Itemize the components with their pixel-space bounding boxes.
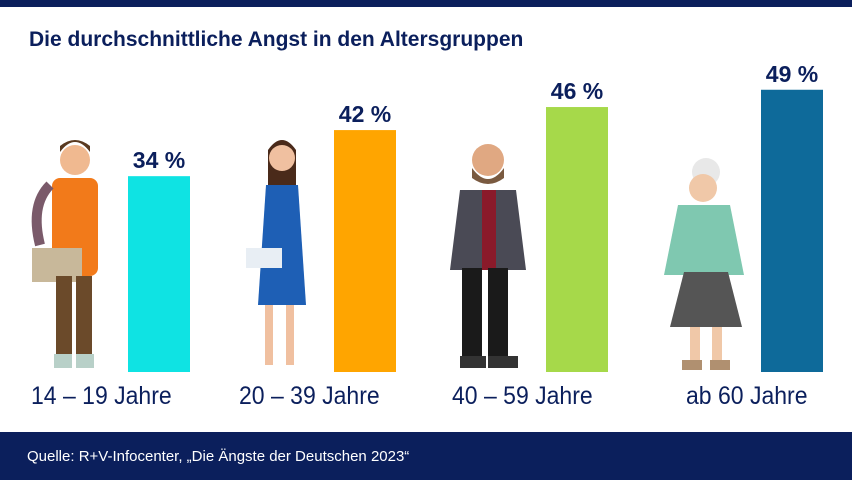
data-label: 42 % — [339, 101, 391, 127]
chart-title: Die durchschnittliche Angst in den Alter… — [29, 28, 524, 51]
senior-woman-figure-illustration — [664, 158, 744, 370]
category-label: 40 – 59 Jahre — [452, 382, 593, 410]
footer: Quelle: R+V-Infocenter, „Die Ängste der … — [0, 432, 852, 480]
category-label: 20 – 39 Jahre — [239, 382, 380, 410]
data-label: 49 % — [766, 61, 818, 87]
bar — [761, 89, 823, 372]
data-label: 46 % — [551, 78, 603, 104]
category-label: 14 – 19 Jahre — [31, 382, 172, 410]
top-bar — [0, 0, 852, 7]
bar — [334, 130, 396, 372]
bar-chart: 34 % 42 % 46 % 49 % — [31, 61, 823, 372]
woman-figure-illustration — [246, 140, 306, 365]
bar — [546, 107, 608, 372]
source-note: Quelle: R+V-Infocenter, „Die Ängste der … — [27, 448, 410, 465]
data-label: 34 % — [133, 147, 185, 173]
category-label: ab 60 Jahre — [686, 382, 808, 410]
teen-figure-illustration — [31, 140, 98, 368]
bar — [128, 176, 190, 372]
man-figure-illustration — [450, 144, 526, 368]
